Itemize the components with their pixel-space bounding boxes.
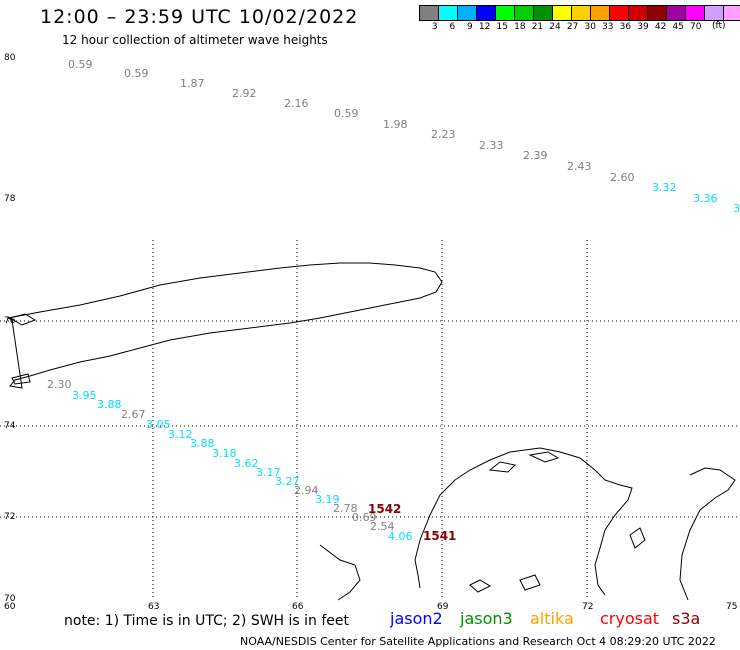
footer-credit: NOAA/NESDIS Center for Satellite Applica…	[240, 635, 716, 648]
yamal-peninsula	[414, 447, 633, 596]
wave-height-value: 2.92	[232, 87, 257, 100]
lat-label-70: 70	[4, 594, 16, 604]
color-scale-label: 6	[449, 22, 456, 32]
lat-label-74: 74	[4, 421, 16, 431]
lon-label-63: 63	[148, 602, 159, 612]
wave-height-value: 0.59	[334, 107, 359, 120]
wave-height-value: 3.18	[212, 447, 237, 460]
wave-height-value: 2.94	[294, 484, 319, 497]
wave-height-value: 3.27	[275, 475, 300, 488]
wave-height-value: 3	[733, 202, 740, 215]
color-scale-label: 45	[672, 22, 684, 32]
mainland-coast-west	[319, 544, 361, 601]
islet-south-1	[469, 579, 492, 593]
wave-height-value: 4.06	[388, 530, 413, 543]
color-scale-label: 3	[431, 22, 438, 32]
wave-height-value: 1541	[423, 529, 456, 543]
wave-height-value: 2.78	[333, 502, 358, 515]
wave-height-value: 0.69	[352, 511, 377, 524]
wave-height-value: 2.60	[610, 171, 635, 184]
lon-label-66: 66	[292, 602, 304, 612]
lat-label-72: 72	[4, 512, 15, 522]
longitude-labels: 60 63 66 69 72 75	[4, 602, 737, 612]
wave-height-value: 1.87	[180, 77, 205, 90]
wave-height-value: 3.95	[72, 389, 97, 402]
color-scale-label: 30	[584, 22, 596, 32]
footer-note: note: 1) Time is in UTC; 2) SWH is in fe…	[64, 613, 350, 629]
wave-height-value: 3.32	[652, 181, 677, 194]
novaya-zemlya-north	[6, 262, 443, 389]
satellite-legend-cryosat: cryosat	[600, 609, 660, 628]
islet-south-2	[519, 574, 541, 591]
bely-island	[488, 461, 517, 473]
gydan-coast	[679, 467, 736, 601]
wave-height-value: 3.88	[97, 398, 122, 411]
wave-height-value: 2.33	[479, 139, 504, 152]
satellite-legend-altika: altika	[530, 609, 574, 628]
wave-height-value: 3.17	[256, 466, 281, 479]
color-scale-label: 39	[637, 22, 649, 32]
color-scale-label: 36	[619, 22, 632, 32]
wave-height-value: 2.67	[121, 408, 146, 421]
wave-height-value: 0.59	[124, 67, 149, 80]
color-scale-label: 70	[690, 22, 702, 32]
latitude-labels: 80 78 76 74 72 70	[4, 53, 16, 604]
wave-height-value: 3.12	[168, 428, 193, 441]
wave-height-value: 2.30	[47, 378, 72, 391]
color-scale-label: 33	[602, 22, 614, 32]
lon-label-60: 60	[4, 602, 16, 612]
color-scale-bar	[419, 5, 740, 21]
lon-label-72: 72	[582, 602, 593, 612]
lat-label-76: 76	[4, 316, 16, 326]
lat-label-80: 80	[4, 53, 16, 63]
wave-height-value: 1542	[368, 502, 401, 516]
wave-height-value: 2.43	[567, 160, 592, 173]
map-title: 12:00 – 23:59 UTC 10/02/2022	[40, 6, 359, 28]
graticule	[0, 240, 740, 600]
color-scale-label: 15	[496, 22, 508, 32]
coastline	[6, 262, 736, 601]
map-subtitle: 12 hour collection of altimeter wave hei…	[62, 33, 328, 47]
wave-height-value: 0.59	[68, 58, 93, 71]
color-scale-label: 12	[478, 22, 491, 32]
color-scale-label: 21	[531, 22, 544, 32]
lat-label-78: 78	[4, 194, 16, 204]
lon-label-75: 75	[726, 602, 737, 612]
wave-height-value: 3.19	[315, 493, 340, 506]
color-scale-labels: 3 6 9 12 15 18 21 24 27 30 33 36 39 42 45 70	[420, 22, 702, 32]
color-scale-label: 27	[566, 22, 579, 32]
wave-height-value: 2.16	[284, 97, 309, 110]
color-scale-label: 18	[514, 22, 526, 32]
island-west-1	[8, 313, 37, 326]
wave-height-value: 1.98	[383, 118, 408, 131]
color-swatch	[723, 5, 740, 21]
wave-height-value: 2.23	[431, 128, 456, 141]
satellite-legend-jason3: jason3	[460, 609, 513, 628]
islet-east-2	[629, 527, 646, 549]
color-scale-unit: (ft)	[712, 21, 726, 31]
satellite-legend-s3a: s3a	[672, 609, 701, 628]
color-scale-label: 24	[549, 22, 561, 32]
islet-east	[528, 451, 560, 463]
lon-label-69: 69	[437, 602, 449, 612]
color-scale-label: 42	[654, 22, 667, 32]
wave-height-value: 3.62	[234, 457, 259, 470]
wave-height-value: 3.88	[190, 437, 215, 450]
observation-labels: 0.59 0.59 1.87 2.92 2.16 0.59 1.98 2.23 2.33 2.39…	[47, 58, 740, 543]
wave-height-value: 3.05	[146, 418, 171, 431]
satellite-legend-jason2: jason2	[390, 609, 443, 628]
island-west-2	[11, 373, 31, 385]
color-scale-label: 9	[467, 22, 473, 32]
wave-height-value: 3.36	[693, 192, 718, 205]
wave-height-value: 2.39	[523, 149, 548, 162]
wave-height-value: 2.54	[370, 520, 395, 533]
